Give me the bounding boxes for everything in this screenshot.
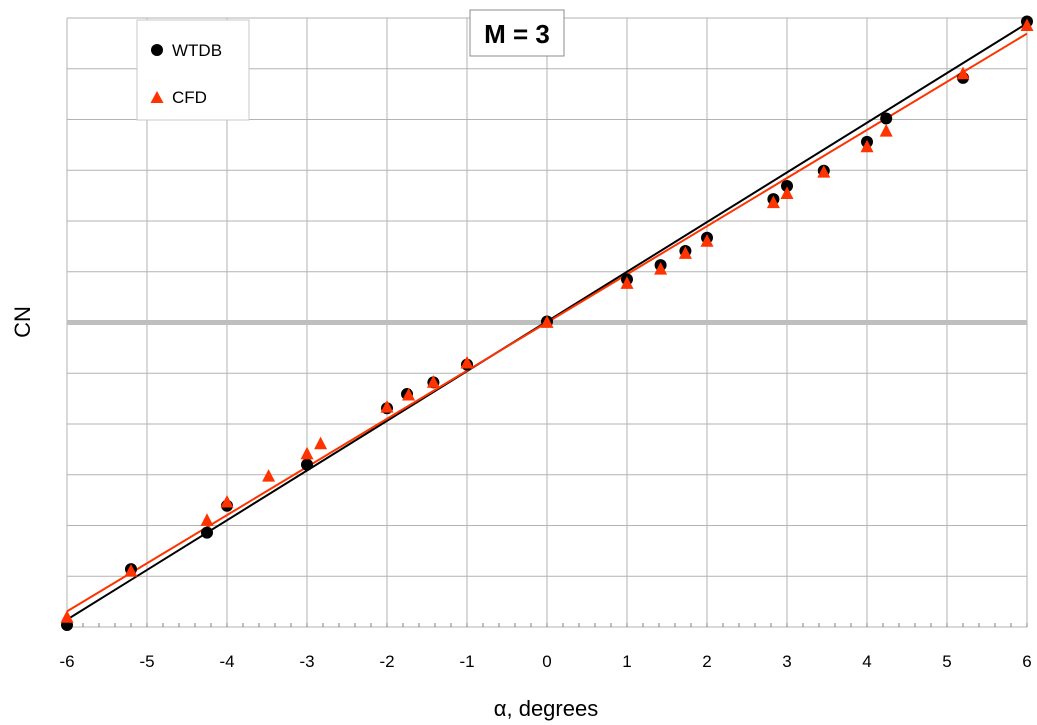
x-tick-label: 6	[1022, 652, 1031, 671]
x-tick-labels: -6 -5 -4 -3 -2 -1 0 1 2 3 4 5 6	[59, 652, 1031, 671]
data-point-cfd	[380, 400, 394, 413]
x-tick-label: -6	[59, 652, 74, 671]
x-tick-label: -3	[299, 652, 314, 671]
data-point-cfd	[956, 66, 970, 80]
x-tick-label: 0	[542, 652, 551, 671]
data-point-cfd	[124, 563, 138, 577]
x-axis-title: α, degrees	[494, 696, 598, 721]
x-tick-label: 3	[782, 652, 791, 671]
data-point-cfd	[678, 246, 692, 259]
data-point-cfd	[540, 315, 554, 328]
x-tick-label: 1	[622, 652, 631, 671]
data-point-cfd	[860, 139, 874, 153]
x-tick-label: -4	[219, 652, 234, 671]
data-point-cfd	[780, 186, 794, 199]
chart-title-box: M = 3	[469, 9, 565, 57]
legend-box	[136, 19, 250, 121]
data-point-wtdb	[201, 526, 213, 539]
data-point-cfd	[402, 387, 416, 401]
y-axis-title: CN	[10, 306, 35, 338]
data-point-cfd	[654, 262, 668, 275]
x-tick-label: -2	[379, 652, 394, 671]
data-point-cfd	[200, 513, 214, 526]
x-tick-label: 2	[702, 652, 711, 671]
data-point-cfd	[460, 355, 474, 369]
data-point-cfd	[262, 469, 276, 482]
x-tick-label: -5	[139, 652, 154, 671]
x-tick-label: 5	[942, 652, 951, 671]
data-point-cfd	[426, 375, 440, 388]
data-point-cfd	[620, 276, 634, 289]
data-point-cfd	[700, 234, 714, 247]
data-point-cfd	[300, 446, 314, 460]
legend-marker-wtdb	[151, 44, 163, 56]
grid	[66, 17, 1028, 628]
legend: WTDB CFD	[136, 19, 250, 121]
data-point-wtdb	[880, 112, 893, 125]
data-points	[60, 15, 1034, 631]
x-tick-label: -1	[459, 652, 474, 671]
data-point-cfd	[314, 436, 328, 450]
chart-title: M = 3	[484, 19, 550, 49]
data-point-cfd	[220, 494, 234, 508]
data-point-cfd	[766, 195, 780, 209]
data-point-wtdb	[781, 179, 793, 192]
data-point-cfd	[1020, 18, 1034, 32]
legend-label-cfd: CFD	[172, 88, 207, 107]
data-point-cfd	[60, 610, 74, 623]
data-point-cfd	[879, 123, 893, 137]
data-point-cfd	[817, 165, 831, 178]
legend-marker-cfd	[150, 91, 164, 103]
data-point-wtdb	[301, 458, 313, 471]
x-tick-label: 4	[862, 652, 871, 671]
legend-label-wtdb: WTDB	[172, 41, 222, 60]
